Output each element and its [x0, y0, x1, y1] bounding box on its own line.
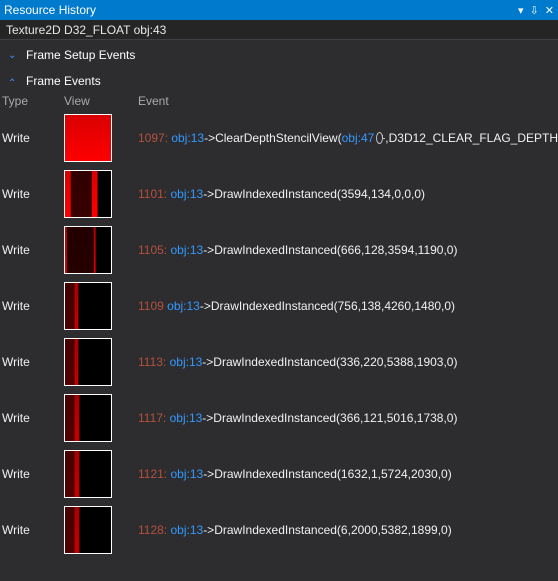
- depth-thumbnail[interactable]: [64, 282, 112, 330]
- event-type: Write: [2, 467, 64, 481]
- event-text: ->DrawIndexedInstanced(366,121,5016,1738…: [202, 411, 457, 425]
- event-id: 1097:: [138, 131, 168, 145]
- event-view: [64, 282, 138, 330]
- close-icon[interactable]: ✕: [545, 4, 554, 17]
- section-frame-setup-events[interactable]: ⌄ Frame Setup Events: [0, 44, 558, 66]
- chevron-up-icon: ⌃: [8, 78, 20, 89]
- event-text: ->DrawIndexedInstanced(3594,134,0,0,0): [203, 187, 425, 201]
- event-view: [64, 394, 138, 442]
- depth-thumbnail[interactable]: [64, 506, 112, 554]
- event-type: Write: [2, 299, 64, 313]
- event-id: 1117:: [138, 411, 166, 425]
- column-headers: Type View Event: [0, 92, 558, 110]
- section-label: Frame Setup Events: [26, 48, 135, 62]
- dropdown-arrow-icon[interactable]: ▾: [518, 4, 524, 17]
- event-text: ->ClearDepthStencilView(: [204, 131, 342, 145]
- object-link[interactable]: obj:13: [170, 411, 203, 425]
- chevron-down-icon: ⌄: [8, 50, 20, 61]
- event-rows: Write 1097: obj:13->ClearDepthStencilVie…: [0, 110, 558, 558]
- event-view: [64, 450, 138, 498]
- event-row[interactable]: Write 1117: obj:13->DrawIndexedInstanced…: [0, 390, 558, 446]
- event-id: 1128:: [138, 523, 167, 537]
- event-row[interactable]: Write 1105: obj:13->DrawIndexedInstanced…: [0, 222, 558, 278]
- event-text: ->DrawIndexedInstanced(6,2000,5382,1899,…: [203, 523, 452, 537]
- depth-thumbnail[interactable]: [64, 114, 112, 162]
- object-link[interactable]: obj:13: [170, 467, 203, 481]
- event-id: 1109: [138, 299, 164, 313]
- event-id: 1105:: [138, 243, 167, 257]
- event-id: 1101:: [138, 187, 167, 201]
- event-text: ->DrawIndexedInstanced(336,220,5388,1903…: [202, 355, 457, 369]
- object-link[interactable]: obj:13: [170, 523, 203, 537]
- event-row[interactable]: Write 1113: obj:13->DrawIndexedInstanced…: [0, 334, 558, 390]
- depth-thumbnail[interactable]: [64, 338, 112, 386]
- event-text: ,D3D12_CLEAR_FLAG_DEPTH: [385, 131, 558, 145]
- object-link[interactable]: obj:13: [170, 243, 203, 257]
- section-frame-events[interactable]: ⌃ Frame Events: [0, 70, 558, 92]
- event-row[interactable]: Write 1097: obj:13->ClearDepthStencilVie…: [0, 110, 558, 166]
- event-id: 1113:: [138, 355, 166, 369]
- event-row[interactable]: Write 1109 obj:13->DrawIndexedInstanced(…: [0, 278, 558, 334]
- titlebar-buttons: ▾ ⇩ ✕: [518, 4, 554, 17]
- depth-thumbnail[interactable]: [64, 394, 112, 442]
- event-id: 1121:: [138, 467, 167, 481]
- resource-name: Texture2D D32_FLOAT obj:43: [0, 20, 558, 40]
- event-description: 1128: obj:13->DrawIndexedInstanced(6,200…: [138, 523, 558, 537]
- object-link[interactable]: obj:13: [170, 355, 203, 369]
- event-description: 1113: obj:13->DrawIndexedInstanced(336,2…: [138, 355, 558, 369]
- object-link[interactable]: obj:13: [171, 131, 204, 145]
- clock-icon: [376, 132, 383, 144]
- event-row[interactable]: Write 1121: obj:13->DrawIndexedInstanced…: [0, 446, 558, 502]
- event-text: ->DrawIndexedInstanced(756,138,4260,1480…: [200, 299, 455, 313]
- depth-thumbnail[interactable]: [64, 450, 112, 498]
- col-header-view: View: [64, 94, 138, 108]
- object-link[interactable]: obj:47: [342, 131, 375, 145]
- titlebar: Resource History ▾ ⇩ ✕: [0, 0, 558, 20]
- depth-thumbnail[interactable]: [64, 226, 112, 274]
- event-row[interactable]: Write 1101: obj:13->DrawIndexedInstanced…: [0, 166, 558, 222]
- event-type: Write: [2, 187, 64, 201]
- event-view: [64, 338, 138, 386]
- event-description: 1097: obj:13->ClearDepthStencilView(obj:…: [138, 131, 558, 145]
- event-view: [64, 226, 138, 274]
- event-type: Write: [2, 523, 64, 537]
- event-view: [64, 170, 138, 218]
- event-text: ->DrawIndexedInstanced(666,128,3594,1190…: [203, 243, 457, 257]
- section-label: Frame Events: [26, 74, 101, 88]
- event-row[interactable]: Write 1128: obj:13->DrawIndexedInstanced…: [0, 502, 558, 558]
- col-header-type: Type: [2, 94, 64, 108]
- event-description: 1117: obj:13->DrawIndexedInstanced(366,1…: [138, 411, 558, 425]
- window-title: Resource History: [4, 3, 518, 17]
- pin-icon[interactable]: ⇩: [530, 4, 539, 17]
- event-description: 1105: obj:13->DrawIndexedInstanced(666,1…: [138, 243, 558, 257]
- col-header-event: Event: [138, 94, 558, 108]
- event-type: Write: [2, 355, 64, 369]
- event-view: [64, 114, 138, 162]
- event-view: [64, 506, 138, 554]
- event-type: Write: [2, 411, 64, 425]
- depth-thumbnail[interactable]: [64, 170, 112, 218]
- event-description: 1109 obj:13->DrawIndexedInstanced(756,13…: [138, 299, 558, 313]
- event-description: 1121: obj:13->DrawIndexedInstanced(1632,…: [138, 467, 558, 481]
- object-link[interactable]: obj:13: [170, 187, 203, 201]
- object-link[interactable]: obj:13: [167, 299, 200, 313]
- event-description: 1101: obj:13->DrawIndexedInstanced(3594,…: [138, 187, 558, 201]
- event-type: Write: [2, 131, 64, 145]
- event-text: ->DrawIndexedInstanced(1632,1,5724,2030,…: [203, 467, 452, 481]
- event-type: Write: [2, 243, 64, 257]
